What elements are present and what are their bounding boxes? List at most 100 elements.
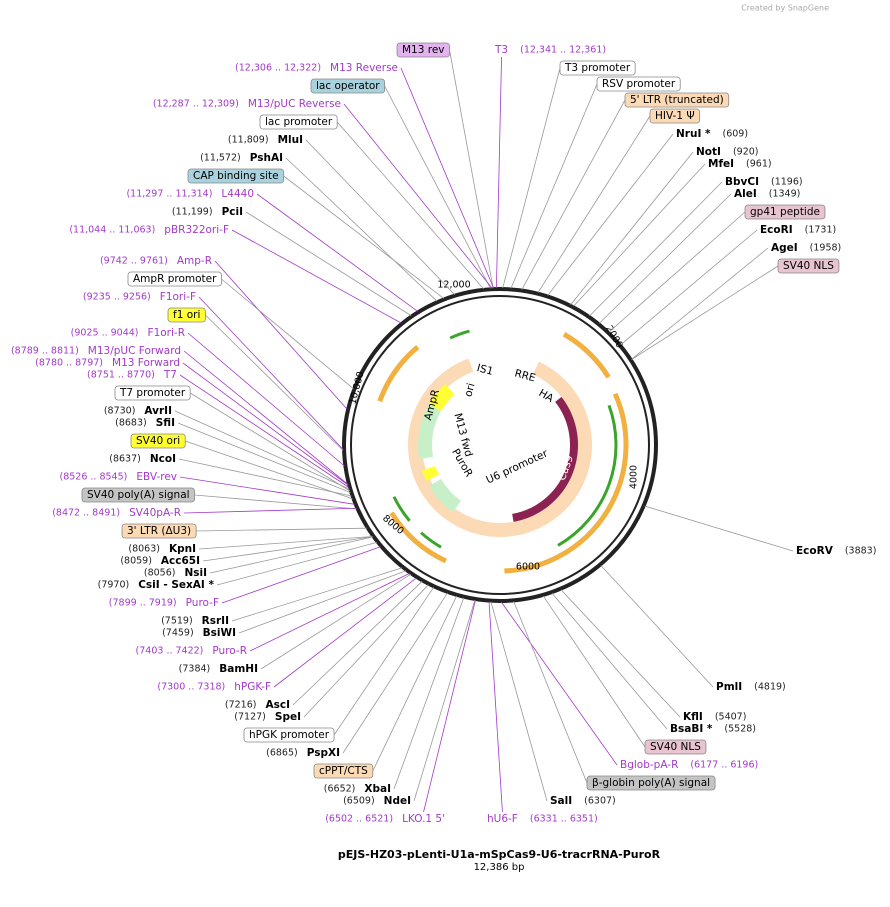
leader-line	[187, 332, 345, 467]
primer-name: M13/pUC Forward	[88, 345, 181, 357]
position: (9742 .. 9761)	[100, 256, 168, 267]
leader-line	[342, 592, 448, 754]
leader-line	[644, 505, 794, 552]
leader-line	[205, 314, 344, 451]
primer-name: F1ori-R	[148, 327, 185, 339]
leader-line	[336, 121, 484, 290]
feature-arc	[418, 404, 442, 460]
site-name: EcoRV	[796, 545, 834, 557]
position: (7403 .. 7422)	[136, 646, 204, 657]
site-name: CsiI - SexAI *	[138, 579, 214, 591]
site-name: BamHI	[219, 663, 258, 675]
position: (12,306 .. 12,322)	[235, 63, 321, 74]
map-label: AvrII (8730)	[104, 405, 350, 490]
position: (11,572)	[200, 153, 241, 164]
leader-line	[570, 151, 694, 306]
map-label: BsaBI * (5528)	[551, 592, 756, 735]
feature-arc	[420, 531, 442, 549]
site-name: PspXI	[307, 747, 340, 759]
site-name: KflI	[683, 711, 703, 723]
feature-arc	[392, 496, 411, 522]
outer-ring	[342, 287, 658, 603]
leader-line	[209, 536, 373, 574]
leader-line	[178, 458, 352, 497]
leader-line	[343, 103, 493, 289]
feature-name: RSV promoter	[602, 78, 676, 90]
map-label: pBR322ori-F (11,044 .. 11,063)	[69, 224, 402, 324]
map-label: SV40pA-R (8472 .. 8491)	[52, 507, 357, 519]
map-label: L4440 (11,297 .. 11,314)	[126, 188, 418, 312]
map-title: pEJS-HZ03-pLenti-U1a-mSpCas9-U6-tracrRNA…	[338, 848, 661, 861]
leader-line	[631, 247, 769, 360]
credit: Created by SnapGene	[741, 4, 829, 13]
position: (6865)	[266, 748, 298, 759]
leader-line	[292, 581, 423, 706]
site-name: RsrII	[202, 615, 229, 627]
leader-line	[333, 587, 434, 736]
map-label: F1ori-R (9025 .. 9044)	[71, 327, 345, 467]
position: (8063)	[128, 544, 160, 555]
site-name: NruI *	[676, 128, 711, 140]
site-name: BbvCI	[725, 176, 759, 188]
map-label: lac promoter	[259, 114, 484, 290]
leader-line	[198, 296, 344, 450]
map-label: PshAI (11,572)	[200, 152, 438, 302]
site-name: SpeI	[275, 711, 301, 723]
position: (7300 .. 7318)	[157, 682, 225, 693]
feature-name: M13 rev	[402, 44, 445, 56]
position: (11,199)	[172, 207, 213, 218]
leader-line	[589, 181, 723, 317]
leader-line	[196, 527, 367, 532]
leader-line	[537, 115, 651, 293]
leader-line	[231, 567, 403, 622]
feature-arc	[562, 331, 611, 379]
feature-label: ori	[462, 382, 477, 398]
map-label: f1 ori	[167, 307, 344, 451]
leader-line	[413, 599, 476, 802]
leader-line	[179, 374, 350, 488]
map-label: KpnI (8063)	[128, 536, 373, 555]
leader-line	[216, 542, 377, 586]
feature-name: cPPT/CTS	[319, 765, 368, 777]
feature-arc	[428, 384, 455, 412]
leader-line	[179, 476, 355, 505]
feature-name: lac promoter	[265, 116, 333, 128]
leader-line	[551, 592, 668, 730]
position: (9235 .. 9256)	[83, 292, 151, 303]
map-label: T7 promoter	[114, 385, 351, 492]
leader-line	[260, 573, 412, 670]
primer-name: EBV-rev	[136, 471, 177, 483]
map-label: F1ori-F (9235 .. 9256)	[83, 291, 344, 450]
position: (8683)	[115, 418, 147, 429]
map-label: SV40 NLS	[631, 258, 840, 360]
position: (8780 .. 8797)	[35, 358, 103, 369]
leader-line	[496, 56, 502, 289]
cas9-arc	[511, 392, 586, 530]
site-name: PciI	[222, 206, 243, 218]
map-label: SalI (6307)	[490, 601, 616, 807]
feature-name: β-globin poly(A) signal	[592, 777, 710, 789]
site-name: XbaI	[364, 783, 391, 795]
position: (5407)	[715, 712, 747, 723]
leader-line	[372, 595, 458, 772]
site-name: BsaBI *	[670, 723, 713, 735]
position: (8472 .. 8491)	[52, 508, 120, 519]
site-name: PmlI	[716, 681, 742, 693]
map-label: Amp-R (9742 .. 9761)	[100, 255, 348, 410]
map-label: CAP binding site	[187, 168, 444, 299]
position: (11,044 .. 11,063)	[69, 225, 155, 236]
position: (1196)	[771, 177, 803, 188]
position: (1349)	[769, 189, 801, 200]
map-label: CsiI - SexAI * (7970)	[98, 542, 377, 591]
position: (8056)	[144, 568, 176, 579]
map-label: AgeI (1958)	[631, 242, 841, 360]
leader-line	[174, 410, 350, 490]
position: (5528)	[724, 724, 756, 735]
map-label: Puro-F (7899 .. 7919)	[109, 546, 381, 609]
feature-name: f1 ori	[173, 309, 200, 321]
map-label: RSV promoter	[510, 76, 681, 289]
position: (7127)	[234, 712, 266, 723]
primer-name: LKO.1 5'	[402, 813, 445, 825]
leader-line	[303, 584, 429, 718]
leader-line	[183, 507, 357, 514]
